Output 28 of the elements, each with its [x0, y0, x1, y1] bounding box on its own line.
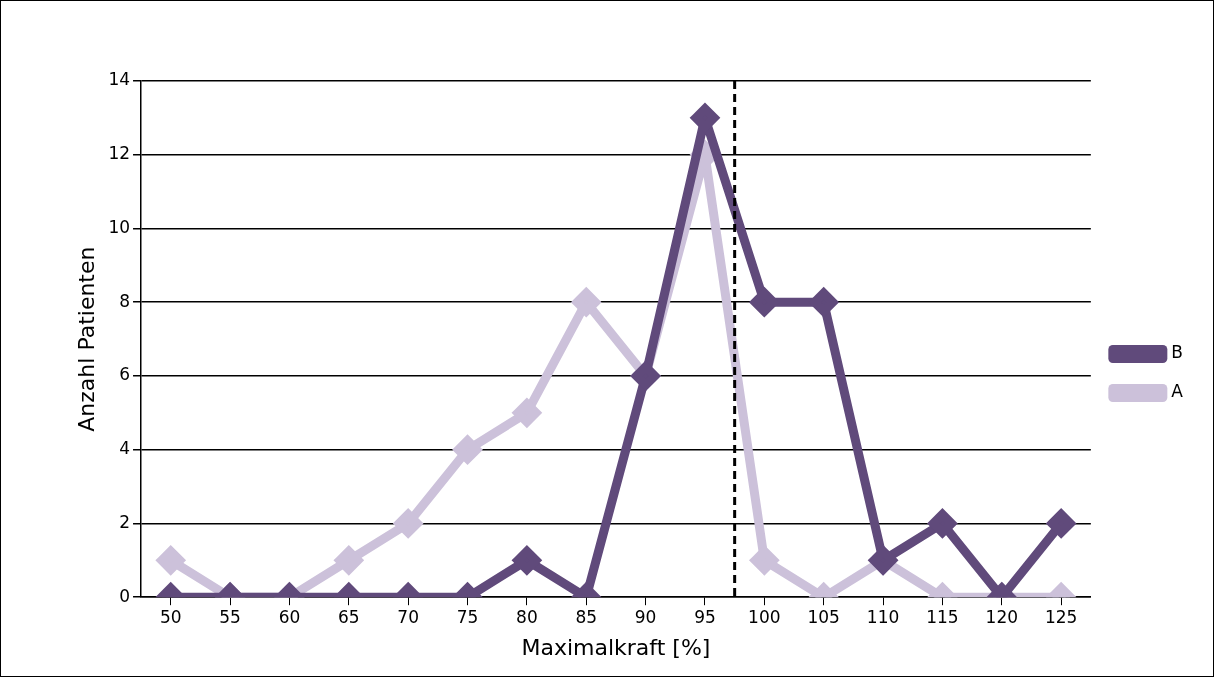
y-tick-label: 14 [108, 69, 131, 90]
x-tick-label: 95 [694, 606, 716, 627]
legend-label: A [1171, 381, 1184, 402]
x-tick-label: 110 [866, 606, 900, 627]
y-axis-title: Anzahl Patienten [73, 246, 99, 432]
x-tick-label: 65 [337, 606, 360, 627]
y-tick-label: 8 [119, 290, 131, 311]
x-tick-label: 85 [575, 606, 598, 627]
x-tick-label: 70 [397, 606, 419, 627]
x-tick-label: 90 [634, 606, 657, 627]
x-tick-label: 80 [516, 606, 538, 627]
x-tick-label: 55 [219, 606, 241, 627]
y-tick-label: 6 [119, 364, 131, 385]
legend-label: B [1171, 342, 1184, 363]
y-tick-label: 2 [119, 511, 131, 532]
y-tick-label: 12 [108, 143, 131, 164]
x-axis-title: Maximalkraft [%] [521, 634, 711, 660]
x-tick-label: 120 [985, 606, 1019, 627]
y-tick-label: 10 [108, 216, 131, 237]
x-tick-label: 75 [456, 606, 479, 627]
x-tick-label: 100 [748, 606, 781, 627]
x-tick-label: 60 [278, 606, 301, 627]
x-tick-label: 125 [1044, 606, 1078, 627]
y-tick-label: 4 [119, 438, 131, 459]
x-tick-label: 105 [807, 606, 840, 627]
x-tick-label: 115 [926, 606, 959, 627]
y-tick-label: 0 [119, 585, 131, 606]
x-tick-label: 50 [159, 606, 182, 627]
